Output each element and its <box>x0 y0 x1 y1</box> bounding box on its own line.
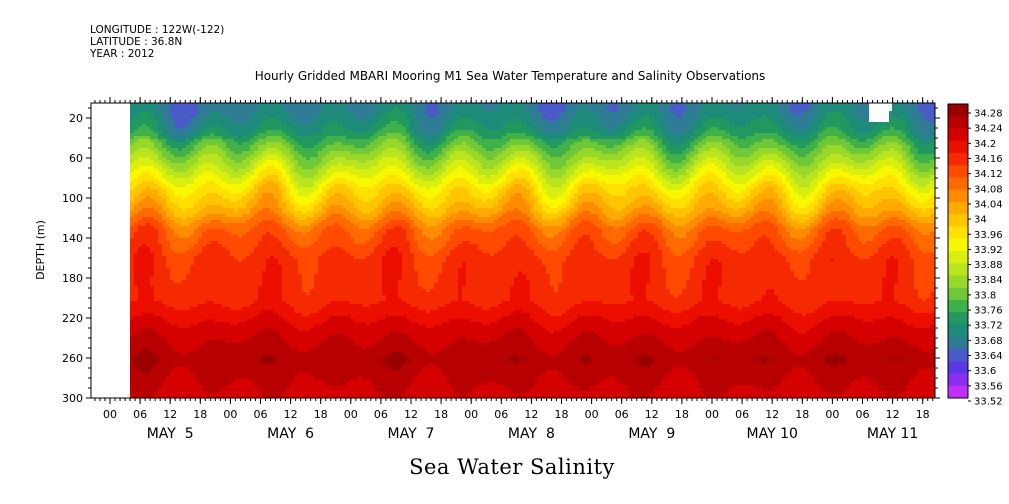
colorbar-swatch <box>948 300 968 313</box>
colorbar-level-label: 34.24 <box>974 124 1003 135</box>
colorbar-swatch <box>948 336 968 350</box>
x-tick-label: 18 <box>916 408 930 421</box>
colorbar-swatch <box>948 140 968 154</box>
colorbar-swatch <box>948 177 968 191</box>
colorbar-swatch <box>948 385 968 399</box>
variable-title: Sea Water Salinity <box>409 455 615 479</box>
colorbar-swatch <box>948 226 968 240</box>
x-tick-label: 18 <box>555 408 569 421</box>
colorbar-level-label: 33.72 <box>974 321 1003 332</box>
colorbar-swatch <box>948 165 968 178</box>
latitude-label: LATITUDE : 36.8N <box>90 36 182 48</box>
colorbar-level-label: 34.28 <box>974 109 1003 120</box>
colorbar-frame <box>947 103 969 399</box>
x-tick-label: 00 <box>705 408 719 421</box>
colorbar-level-label: 34.2 <box>974 139 996 150</box>
colorbar-swatch <box>948 275 968 289</box>
x-day-label: MAY 5 <box>147 426 194 442</box>
colorbar-level-label: 34.16 <box>974 154 1003 165</box>
x-day-label: MAY 7 <box>388 426 435 442</box>
colorbar-swatch <box>948 373 968 387</box>
colorbar-level-label: 34.08 <box>974 184 1003 195</box>
colorbar-swatch <box>948 349 968 362</box>
colorbar-level-label: 33.84 <box>974 275 1003 286</box>
y-tick-label: 300 <box>62 392 83 405</box>
colorbar-swatch <box>948 238 968 252</box>
colorbar-level-label: 34 <box>974 215 987 226</box>
colorbar-level-label: 33.96 <box>974 230 1003 241</box>
y-tick-label: 180 <box>62 272 83 285</box>
y-tick-label: 20 <box>69 112 83 125</box>
y-axis-label: DEPTH (m) <box>34 220 47 280</box>
x-tick-label: 06 <box>735 408 749 421</box>
colorbar-swatch <box>948 153 968 166</box>
x-tick-label: 00 <box>464 408 478 421</box>
x-tick-label: 00 <box>223 408 237 421</box>
x-tick-label: 06 <box>494 408 508 421</box>
y-tick-label: 220 <box>62 312 83 325</box>
colorbar-swatch <box>948 251 968 264</box>
colorbar-swatch <box>948 189 968 203</box>
x-tick-label: 18 <box>434 408 448 421</box>
colorbar-level-label: 34.12 <box>974 169 1003 180</box>
colorbar-swatch <box>948 214 968 227</box>
x-tick-label: 00 <box>825 408 839 421</box>
x-tick-label: 06 <box>133 408 147 421</box>
colorbar-level-label: 33.92 <box>974 245 1003 256</box>
colorbar-swatch <box>948 202 968 215</box>
x-tick-label: 18 <box>795 408 809 421</box>
x-tick-label: 12 <box>524 408 538 421</box>
x-day-label: MAY 9 <box>628 426 675 442</box>
colorbar-swatch <box>948 263 968 276</box>
x-day-label: MAY 8 <box>508 426 555 442</box>
colorbar-swatch <box>948 116 968 129</box>
x-day-label: MAY 10 <box>747 426 798 442</box>
x-tick-label: 12 <box>645 408 659 421</box>
x-tick-label: 00 <box>585 408 599 421</box>
x-tick-label: 12 <box>765 408 779 421</box>
colorbar-level-label: 33.6 <box>974 366 996 377</box>
x-tick-label: 12 <box>886 408 900 421</box>
colorbar-swatch <box>948 324 968 338</box>
colorbar-level-label: 33.68 <box>974 336 1003 347</box>
x-tick-label: 18 <box>675 408 689 421</box>
colorbar-swatch <box>948 128 968 142</box>
colorbar-level-label: 33.56 <box>974 381 1003 392</box>
x-tick-label: 06 <box>374 408 388 421</box>
x-tick-label: 06 <box>856 408 870 421</box>
x-day-label: MAY 6 <box>267 426 314 442</box>
y-tick-label: 100 <box>62 192 83 205</box>
x-day-label: MAY 11 <box>867 426 918 442</box>
colorbar-level-label: 34.04 <box>974 199 1003 210</box>
colorbar-level-label: 33.76 <box>974 306 1003 317</box>
colorbar-swatch <box>948 287 968 301</box>
x-tick-label: 12 <box>163 408 177 421</box>
y-tick-label: 60 <box>69 152 83 165</box>
x-tick-label: 12 <box>404 408 418 421</box>
colorbar-level-label: 33.88 <box>974 260 1003 271</box>
colorbar-level-label: 33.52 <box>974 397 1003 408</box>
x-tick-label: 18 <box>314 408 328 421</box>
x-tick-label: 00 <box>103 408 117 421</box>
plot-frame <box>90 102 936 399</box>
year-label: YEAR : 2012 <box>90 48 154 60</box>
x-tick-label: 06 <box>254 408 268 421</box>
y-tick-label: 260 <box>62 352 83 365</box>
y-tick-label: 140 <box>62 232 83 245</box>
x-tick-label: 12 <box>284 408 298 421</box>
colorbar-swatch <box>948 312 968 325</box>
colorbar-level-label: 33.8 <box>974 290 996 301</box>
chart-title: Hourly Gridded MBARI Mooring M1 Sea Wate… <box>255 69 766 83</box>
colorbar-swatch <box>948 104 968 117</box>
x-tick-label: 00 <box>344 408 358 421</box>
longitude-label: LONGITUDE : 122W(-122) <box>90 24 224 36</box>
colorbar-level-label: 33.64 <box>974 351 1003 362</box>
colorbar-swatch <box>948 361 968 374</box>
x-tick-label: 06 <box>615 408 629 421</box>
x-tick-label: 18 <box>193 408 207 421</box>
